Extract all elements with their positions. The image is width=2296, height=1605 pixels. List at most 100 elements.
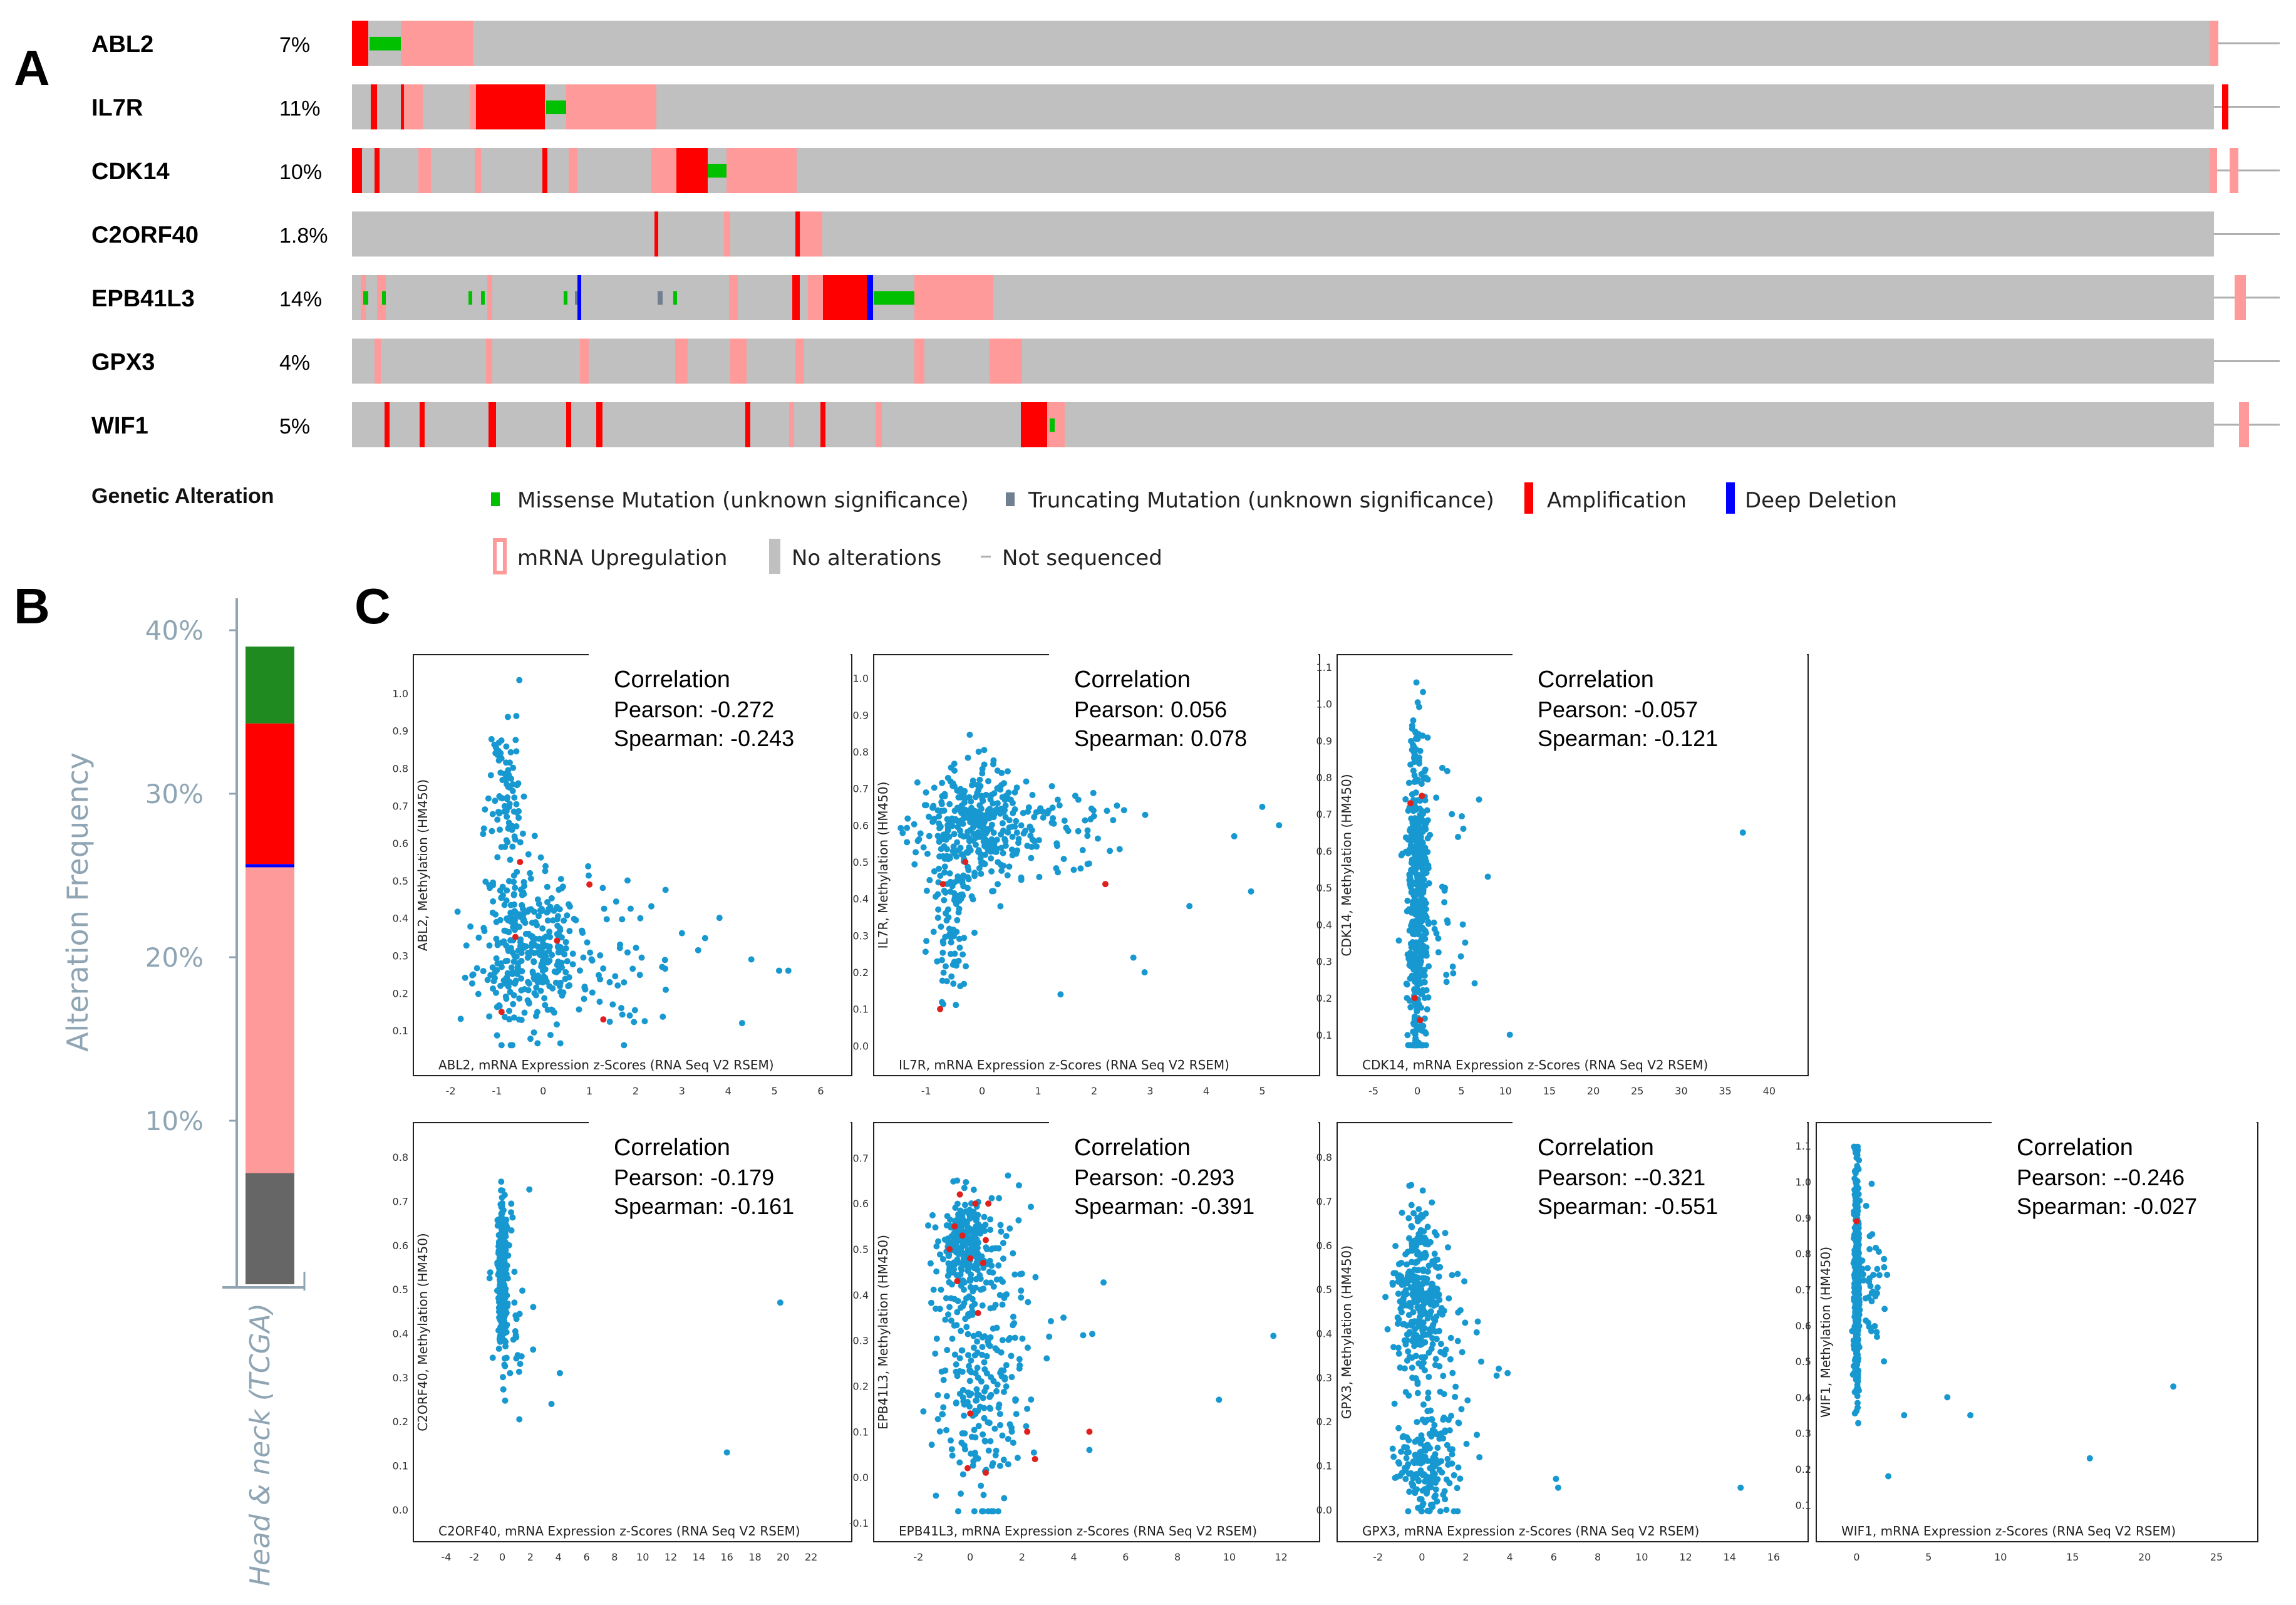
scatter-point-altered bbox=[967, 1410, 974, 1417]
scatter-y-tick: 0.4 bbox=[393, 913, 408, 925]
scatter-y-tick: 0.0 bbox=[853, 1040, 869, 1052]
scatter-point bbox=[1457, 953, 1464, 960]
scatter-point bbox=[542, 966, 549, 973]
scatter-point bbox=[504, 781, 510, 788]
scatter-point bbox=[959, 951, 966, 958]
legend-swatch-missense bbox=[491, 492, 500, 506]
oncoprint-mrna-up-glyph bbox=[2210, 148, 2217, 193]
scatter-point bbox=[516, 995, 523, 1002]
scatter-point bbox=[1011, 789, 1018, 796]
scatter-x-tick: 25 bbox=[1631, 1085, 1643, 1097]
scatter-x-tick: 35 bbox=[1719, 1085, 1732, 1097]
scatter-point bbox=[495, 1002, 502, 1009]
scatter-point bbox=[565, 983, 572, 990]
scatter-point bbox=[1054, 796, 1061, 803]
scatter-point bbox=[955, 794, 962, 801]
scatter-point bbox=[971, 818, 978, 824]
scatter-x-tick: 16 bbox=[1767, 1551, 1780, 1563]
scatter-point bbox=[551, 907, 557, 914]
oncoprint-row-gpx3 bbox=[352, 338, 2280, 384]
scatter-point bbox=[561, 917, 567, 924]
scatter-point bbox=[1419, 1187, 1426, 1194]
scatter-point bbox=[972, 1397, 979, 1404]
scatter-point bbox=[988, 855, 995, 862]
oncoprint-mrna-up-glyph bbox=[914, 338, 924, 384]
scatter-point bbox=[1443, 1507, 1450, 1514]
scatter-point bbox=[988, 821, 995, 828]
scatter-point bbox=[998, 782, 1005, 789]
scatter-point bbox=[1412, 1375, 1419, 1382]
scatter-point bbox=[1850, 1363, 1857, 1369]
scatter-point bbox=[504, 796, 510, 802]
scatter-y-tick: 0.8 bbox=[1796, 1248, 1811, 1260]
scatter-point bbox=[1384, 1326, 1391, 1332]
scatter-point bbox=[1398, 1448, 1405, 1455]
scatter-point bbox=[995, 859, 1001, 866]
scatter-point bbox=[1024, 843, 1031, 849]
scatter-point bbox=[947, 1437, 954, 1444]
scatter-point bbox=[1457, 1307, 1464, 1314]
scatter-point bbox=[507, 979, 514, 985]
scatter-y-tick: 0.7 bbox=[1316, 809, 1332, 821]
scatter-point bbox=[940, 969, 947, 976]
oncoprint-amplification-glyph bbox=[352, 21, 368, 66]
scatter-point bbox=[627, 905, 634, 912]
scatter-point bbox=[974, 1244, 981, 1251]
oncoprint-missense-glyph bbox=[673, 291, 677, 305]
oncoprint-missense-glyph bbox=[564, 291, 567, 305]
scatter-point bbox=[960, 808, 967, 815]
scatter-point bbox=[1457, 1475, 1464, 1482]
scatter-point bbox=[1395, 1350, 1402, 1357]
scatter-point bbox=[1853, 1179, 1859, 1186]
scatter-point bbox=[942, 1367, 949, 1374]
spearman-value: Spearman: -0.551 bbox=[1538, 1193, 1718, 1219]
scatter-point bbox=[1395, 1291, 1402, 1297]
scatter-point bbox=[958, 1490, 964, 1497]
scatter-point bbox=[973, 1386, 980, 1393]
scatter-point bbox=[1402, 1475, 1409, 1482]
oncoprint-amplification-glyph bbox=[654, 211, 658, 257]
oncoprint: ABL2 7%IL7R 11%CDK14 10%C2ORF40 1.8%EPB41L3 1… bbox=[91, 21, 2280, 574]
scatter-point bbox=[579, 927, 586, 934]
oncoprint-track-bg bbox=[352, 338, 2214, 384]
scatter-point bbox=[1090, 813, 1097, 819]
scatter-y-label: C2ORF40, Methylation (HM450) bbox=[415, 1233, 430, 1431]
scatter-point bbox=[513, 953, 520, 960]
scatter-point bbox=[503, 1354, 510, 1361]
scatter-point bbox=[494, 816, 501, 823]
scatter-point bbox=[507, 901, 514, 908]
scatter-point bbox=[553, 1021, 560, 1028]
scatter-x-tick: 0 bbox=[1419, 1551, 1425, 1563]
scatter-point bbox=[1399, 1309, 1405, 1316]
scatter-point bbox=[1854, 1358, 1861, 1364]
scatter-point bbox=[1061, 818, 1068, 824]
scatter-point bbox=[1414, 1218, 1421, 1225]
scatter-point bbox=[1435, 1459, 1442, 1466]
scatter-point bbox=[948, 1281, 955, 1288]
scatter-point bbox=[959, 1347, 966, 1354]
scatter-point bbox=[488, 735, 495, 742]
scatter-point-altered bbox=[939, 881, 946, 888]
scatter-point bbox=[1855, 1235, 1862, 1242]
scatter-point bbox=[531, 833, 538, 839]
spearman-value: Spearman: -0.243 bbox=[614, 725, 794, 751]
scatter-point bbox=[543, 978, 550, 985]
scatter-point bbox=[978, 1378, 985, 1385]
scatter-point bbox=[929, 804, 936, 811]
scatter-point bbox=[964, 1352, 971, 1359]
scatter-point bbox=[1444, 1244, 1451, 1251]
scatter-point bbox=[992, 1301, 999, 1308]
scatter-point bbox=[1389, 1445, 1396, 1452]
scatter-point bbox=[1854, 1281, 1861, 1288]
scatter-point-altered bbox=[1032, 1456, 1038, 1463]
scatter-point bbox=[1104, 808, 1110, 814]
scatter-point bbox=[1860, 1277, 1867, 1284]
scatter-point bbox=[1504, 1369, 1511, 1376]
gene-label-gpx3: GPX3 bbox=[91, 350, 155, 376]
scatter-point bbox=[1421, 1275, 1428, 1282]
scatter-point bbox=[1422, 1473, 1429, 1480]
scatter-point bbox=[1000, 827, 1007, 834]
scatter-point bbox=[1120, 807, 1127, 814]
scatter-point bbox=[1408, 889, 1415, 896]
b-tick-label: 20% bbox=[145, 942, 204, 973]
